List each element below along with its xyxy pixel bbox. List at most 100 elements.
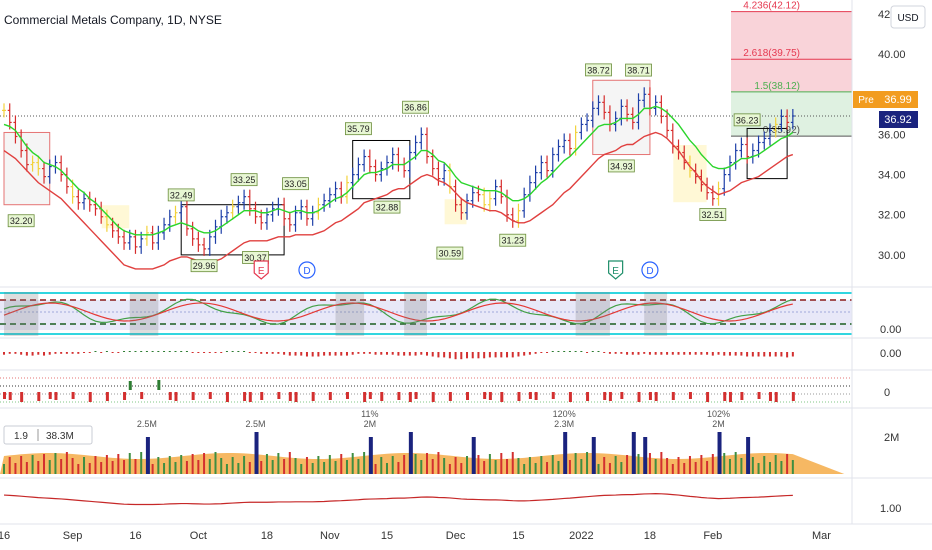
ema-slow-line (3, 131, 794, 270)
histogram-bar (254, 352, 257, 353)
volume-bar (31, 455, 34, 474)
histogram-bar (225, 351, 228, 352)
volume-bar (568, 460, 571, 474)
signal-bar (466, 392, 470, 400)
signal-bar (20, 392, 24, 402)
currency-button[interactable] (890, 5, 926, 29)
ema-fast-line (3, 105, 794, 236)
volume-bar (768, 462, 771, 474)
volume-bar (517, 458, 520, 474)
volume-bar (614, 456, 617, 474)
histogram-bar (620, 352, 623, 354)
price-flag-label: 32.51 (702, 210, 725, 220)
histogram-bar (506, 352, 509, 358)
oscillator-pane: 0.00 (0, 286, 932, 336)
volume-bar (551, 455, 554, 474)
volume-bar (711, 454, 714, 474)
price-flag-label: 30.37 (244, 253, 267, 263)
volume-bar (580, 459, 583, 474)
price-flag (436, 246, 464, 260)
signal-bar (260, 392, 264, 400)
oscillator-highlight (335, 292, 365, 336)
last-price-tag (879, 111, 918, 128)
volume-bar (265, 454, 268, 474)
histogram-bar (528, 352, 531, 355)
volume-label: 11% (361, 409, 378, 419)
histogram-bar (791, 352, 794, 357)
time-axis-tick: 18 (644, 530, 656, 542)
volume-bar (397, 462, 400, 474)
signal-bar (791, 392, 795, 401)
signal-bar (688, 392, 692, 399)
volume-bar (220, 458, 223, 474)
histogram-bar (500, 352, 503, 358)
volume-bar (477, 455, 480, 474)
price-flag-label: 38.72 (587, 65, 610, 75)
signal-bar (48, 392, 52, 399)
fib-label: 2.618(39.75) (743, 48, 800, 59)
histogram-bar (54, 352, 57, 354)
histogram-bar (574, 351, 577, 352)
volume-bar (500, 453, 503, 474)
volume-bar (677, 457, 680, 474)
volume-bar (666, 458, 669, 474)
signal-bar (311, 392, 315, 401)
volume-bar (208, 459, 211, 474)
volume-bar (214, 452, 217, 474)
volume-bar (168, 456, 171, 474)
time-axis-tick: 15 (381, 530, 393, 542)
candlestick-series[interactable] (2, 87, 795, 256)
volume-bar (683, 463, 686, 474)
volume-bar (134, 459, 137, 474)
histogram-bar (323, 352, 326, 356)
volume-bar (471, 437, 476, 474)
histogram-bar (351, 352, 354, 355)
histogram-bar (534, 352, 537, 354)
fib-label: 4.236(42.12) (743, 1, 800, 12)
volume-bar (145, 437, 150, 474)
volume-bar (94, 456, 97, 474)
time-axis[interactable]: 16 Sep 16 Oct 18 Nov 15 Dec 15 2022 18 Feb Mar (0, 523, 932, 542)
price-flag (585, 63, 612, 77)
volume-bar (454, 457, 457, 474)
histogram-bar (614, 352, 617, 354)
histogram-bar (134, 351, 137, 352)
price-flag (699, 208, 727, 221)
volume-bar (300, 464, 303, 474)
histogram-bar (311, 352, 314, 357)
earnings-marker[interactable] (253, 260, 269, 280)
price-flag (733, 113, 761, 127)
histogram-bar (77, 352, 80, 354)
currency-label: USD (897, 13, 918, 24)
dividend-marker[interactable] (641, 261, 659, 279)
histogram-bar (294, 352, 297, 356)
dividend-marker[interactable] (298, 261, 316, 279)
histogram-bar (688, 352, 691, 355)
histogram-bar (711, 352, 714, 356)
price-flag (190, 259, 218, 273)
time-axis-tick: 2022 (569, 530, 593, 542)
histogram-bar (717, 352, 720, 355)
signal-bar (648, 392, 652, 400)
price-axis-tick: 36.00 (878, 129, 906, 141)
histogram-bar (260, 352, 263, 354)
signal-bar (608, 392, 612, 401)
volume-bar (117, 454, 120, 474)
signal-bar (368, 392, 372, 399)
time-axis-tick: Nov (320, 530, 340, 542)
volume-bar (443, 458, 446, 474)
volume-bar (660, 452, 663, 474)
volume-bar (100, 462, 103, 474)
price-flag (499, 233, 527, 247)
histogram-bar (203, 352, 206, 353)
volume-bar (128, 453, 131, 474)
volume-bar (746, 437, 751, 474)
volume-bar (586, 452, 589, 474)
histogram-bar (8, 352, 11, 354)
volume-bar (403, 455, 406, 474)
earnings-marker[interactable] (608, 260, 624, 280)
volume-bar (654, 459, 657, 474)
